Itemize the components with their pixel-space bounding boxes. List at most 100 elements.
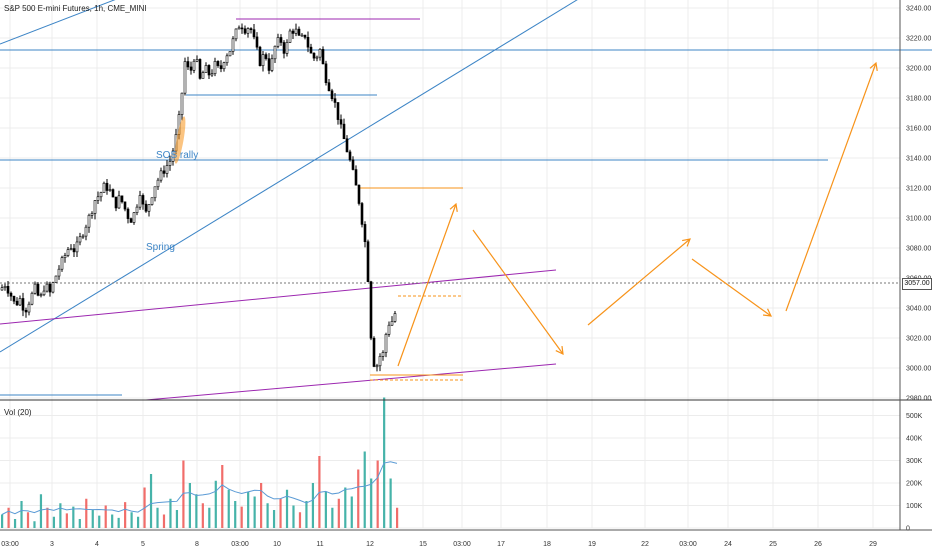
last-price-tag: 3057.00: [902, 278, 932, 290]
candle-body: [255, 36, 259, 48]
volume-tick-label: 400K: [906, 436, 923, 443]
candle-body: [141, 195, 145, 205]
volume-bar: [182, 460, 185, 528]
price-tick-label: 3240.00: [906, 6, 931, 13]
candle-body: [189, 66, 193, 71]
volume-bar: [389, 478, 392, 528]
candle-body: [243, 28, 247, 34]
candle-body: [318, 49, 322, 58]
candle-body: [225, 55, 229, 64]
volume-bar: [221, 465, 224, 528]
time-tick-label: 15: [419, 541, 427, 548]
volume-bar: [111, 514, 114, 528]
candle-body: [231, 38, 235, 52]
volume-bar: [149, 474, 153, 528]
volume-bar: [279, 498, 282, 528]
candle-body: [228, 51, 232, 57]
candle-body: [99, 192, 103, 198]
price-tick-label: 3140.00: [906, 156, 931, 163]
candle-body: [84, 226, 88, 237]
volume-tick-label: 200K: [906, 481, 923, 488]
volume-bar: [253, 496, 256, 528]
candle-body: [3, 286, 7, 288]
time-tick-label: 25: [769, 541, 777, 548]
time-tick-label: 8: [195, 541, 199, 548]
time-tick-label: 3: [50, 541, 54, 548]
forecast-arrowhead-1: [449, 202, 458, 212]
channel-lower: [145, 363, 557, 401]
candle-body: [234, 28, 238, 40]
candle-body: [33, 283, 37, 294]
candle-body: [309, 46, 313, 54]
candle-body: [63, 255, 67, 259]
candle-body: [357, 184, 361, 204]
volume-bar: [130, 512, 133, 528]
price-tick-label: 2980.00: [906, 396, 931, 403]
volume-bar: [376, 460, 379, 528]
volume-bar: [292, 505, 295, 528]
price-tick-label: 3080.00: [906, 246, 931, 253]
candle-body: [264, 54, 268, 59]
candle-body: [390, 321, 394, 326]
volume-bar: [208, 507, 211, 528]
candle-body: [102, 182, 106, 193]
candle-body: [6, 286, 10, 294]
volume-tick-label: 500K: [906, 413, 923, 420]
time-tick-label: 03:00: [231, 541, 249, 548]
candle-body: [258, 46, 262, 67]
candle-body: [150, 197, 154, 205]
volume-bar: [227, 489, 230, 528]
candle-body: [249, 28, 253, 30]
candle-body: [261, 54, 265, 67]
candle-body: [330, 90, 334, 100]
candle-body: [168, 161, 172, 166]
candle-body: [30, 292, 34, 305]
volume-bar: [1, 514, 4, 528]
candle-body: [372, 337, 376, 367]
candle-body: [180, 92, 184, 115]
candle-body: [300, 34, 304, 37]
volume-bar: [156, 507, 159, 528]
time-tick-label: 22: [641, 541, 649, 548]
volume-bar: [350, 496, 353, 528]
candle-body: [387, 324, 391, 335]
candle-body: [135, 206, 139, 213]
volume-bar: [91, 510, 94, 528]
candle-body: [246, 28, 250, 34]
candle-body: [108, 189, 112, 191]
candle-body: [216, 61, 220, 66]
candle-body: [36, 283, 40, 296]
candle-body: [240, 27, 244, 30]
forecast-arrowhead-5: [869, 61, 878, 71]
volume-bar: [260, 483, 263, 528]
candle-body: [315, 56, 319, 59]
candle-body: [24, 309, 28, 313]
forecast-arrowhead-3: [682, 238, 691, 247]
candle-body: [126, 208, 130, 219]
candle-body: [9, 292, 13, 297]
candle-body: [198, 59, 202, 79]
candle-body: [303, 34, 307, 38]
candle-body: [369, 281, 373, 339]
forecast-arrow-5: [785, 62, 877, 312]
forecast-arrowhead-4: [762, 308, 773, 317]
candle-body: [252, 29, 256, 38]
candles: [0, 23, 397, 372]
volume-bar: [59, 503, 62, 528]
sos-highlight: [174, 116, 186, 164]
candle-body: [267, 58, 271, 71]
volume-bar: [240, 506, 243, 528]
volume-bar: [396, 507, 399, 528]
volume-bars: [1, 397, 399, 528]
price-tick-label: 3100.00: [906, 216, 931, 223]
drawings-back: [0, 0, 932, 401]
candle-body: [282, 42, 286, 54]
time-tick-label: 17: [497, 541, 505, 548]
candle-body: [195, 59, 199, 62]
candle-body: [12, 295, 16, 302]
candle-body: [93, 200, 97, 214]
candle-body: [375, 365, 379, 368]
volume-bar: [344, 487, 347, 528]
time-tick-label: 10: [273, 541, 281, 548]
